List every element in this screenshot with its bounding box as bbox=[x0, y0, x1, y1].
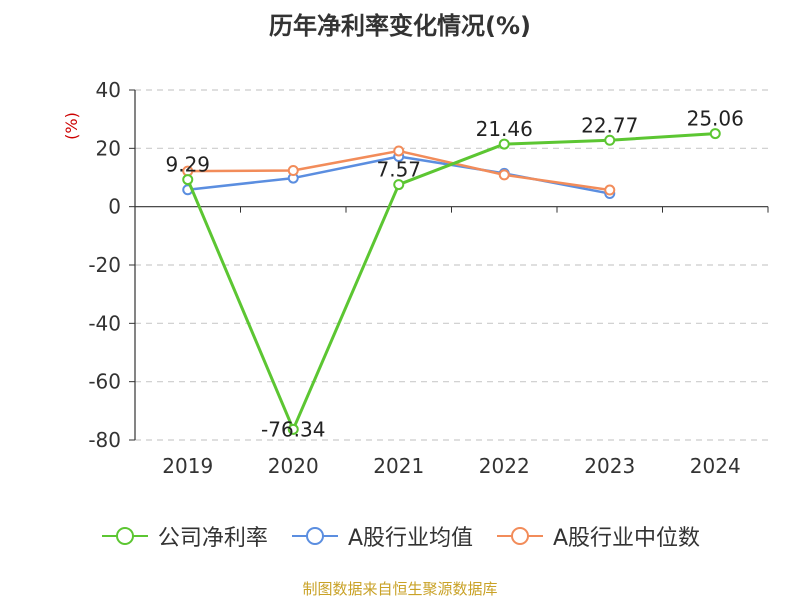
data-point bbox=[709, 128, 721, 140]
legend-line-marker-icon bbox=[497, 527, 543, 545]
data-label: 9.29 bbox=[165, 153, 210, 177]
y-tick-label: -40 bbox=[88, 311, 121, 335]
x-tick-label: 2022 bbox=[479, 454, 530, 478]
data-point bbox=[498, 138, 510, 150]
chart-title: 历年净利率变化情况(%) bbox=[269, 12, 531, 40]
data-label: 25.06 bbox=[687, 107, 744, 131]
y-tick-label: -20 bbox=[88, 253, 121, 277]
legend-item-industry-median[interactable]: A股行业中位数 bbox=[495, 520, 700, 552]
data-point bbox=[393, 145, 405, 157]
data-label: 7.57 bbox=[376, 158, 421, 182]
legend-label: A股行业中位数 bbox=[553, 526, 701, 551]
data-label: -76.34 bbox=[261, 417, 325, 441]
data-point bbox=[287, 423, 299, 435]
data-point bbox=[604, 184, 616, 196]
data-point bbox=[604, 134, 616, 146]
series-line bbox=[186, 132, 716, 431]
legend-label: 公司净利率 bbox=[157, 526, 268, 551]
source-note: 制图数据来自恒生聚源数据库 bbox=[302, 580, 498, 598]
legend-label: A股行业均值 bbox=[347, 526, 473, 551]
data-label: 22.77 bbox=[581, 113, 638, 137]
x-tick-label: 2023 bbox=[584, 454, 635, 478]
data-point bbox=[498, 169, 510, 181]
legend-item-company[interactable]: 公司净利率 bbox=[100, 520, 268, 552]
y-unit-label: (%) bbox=[62, 112, 81, 140]
y-tick-label: 0 bbox=[108, 195, 121, 219]
legend-line-marker-icon bbox=[291, 527, 338, 545]
legend-line-marker-icon bbox=[101, 527, 148, 545]
data-point bbox=[182, 174, 194, 186]
y-tick-label: 40 bbox=[96, 78, 121, 102]
chart-legend: 公司净利率 A股行业均值 A股行业中位数 bbox=[0, 520, 800, 552]
y-tick-label: -60 bbox=[88, 370, 121, 394]
x-tick-label: 2024 bbox=[690, 454, 741, 478]
y-tick-label: -80 bbox=[88, 428, 121, 452]
x-tick-label: 2020 bbox=[268, 454, 319, 478]
data-point bbox=[287, 165, 299, 176]
x-tick-label: 2021 bbox=[373, 454, 424, 478]
x-tick-label: 2019 bbox=[162, 454, 213, 478]
data-point bbox=[393, 179, 405, 191]
legend-item-industry-mean[interactable]: A股行业均值 bbox=[290, 520, 473, 552]
y-tick-label: 20 bbox=[96, 136, 121, 160]
data-label: 21.46 bbox=[476, 117, 533, 141]
